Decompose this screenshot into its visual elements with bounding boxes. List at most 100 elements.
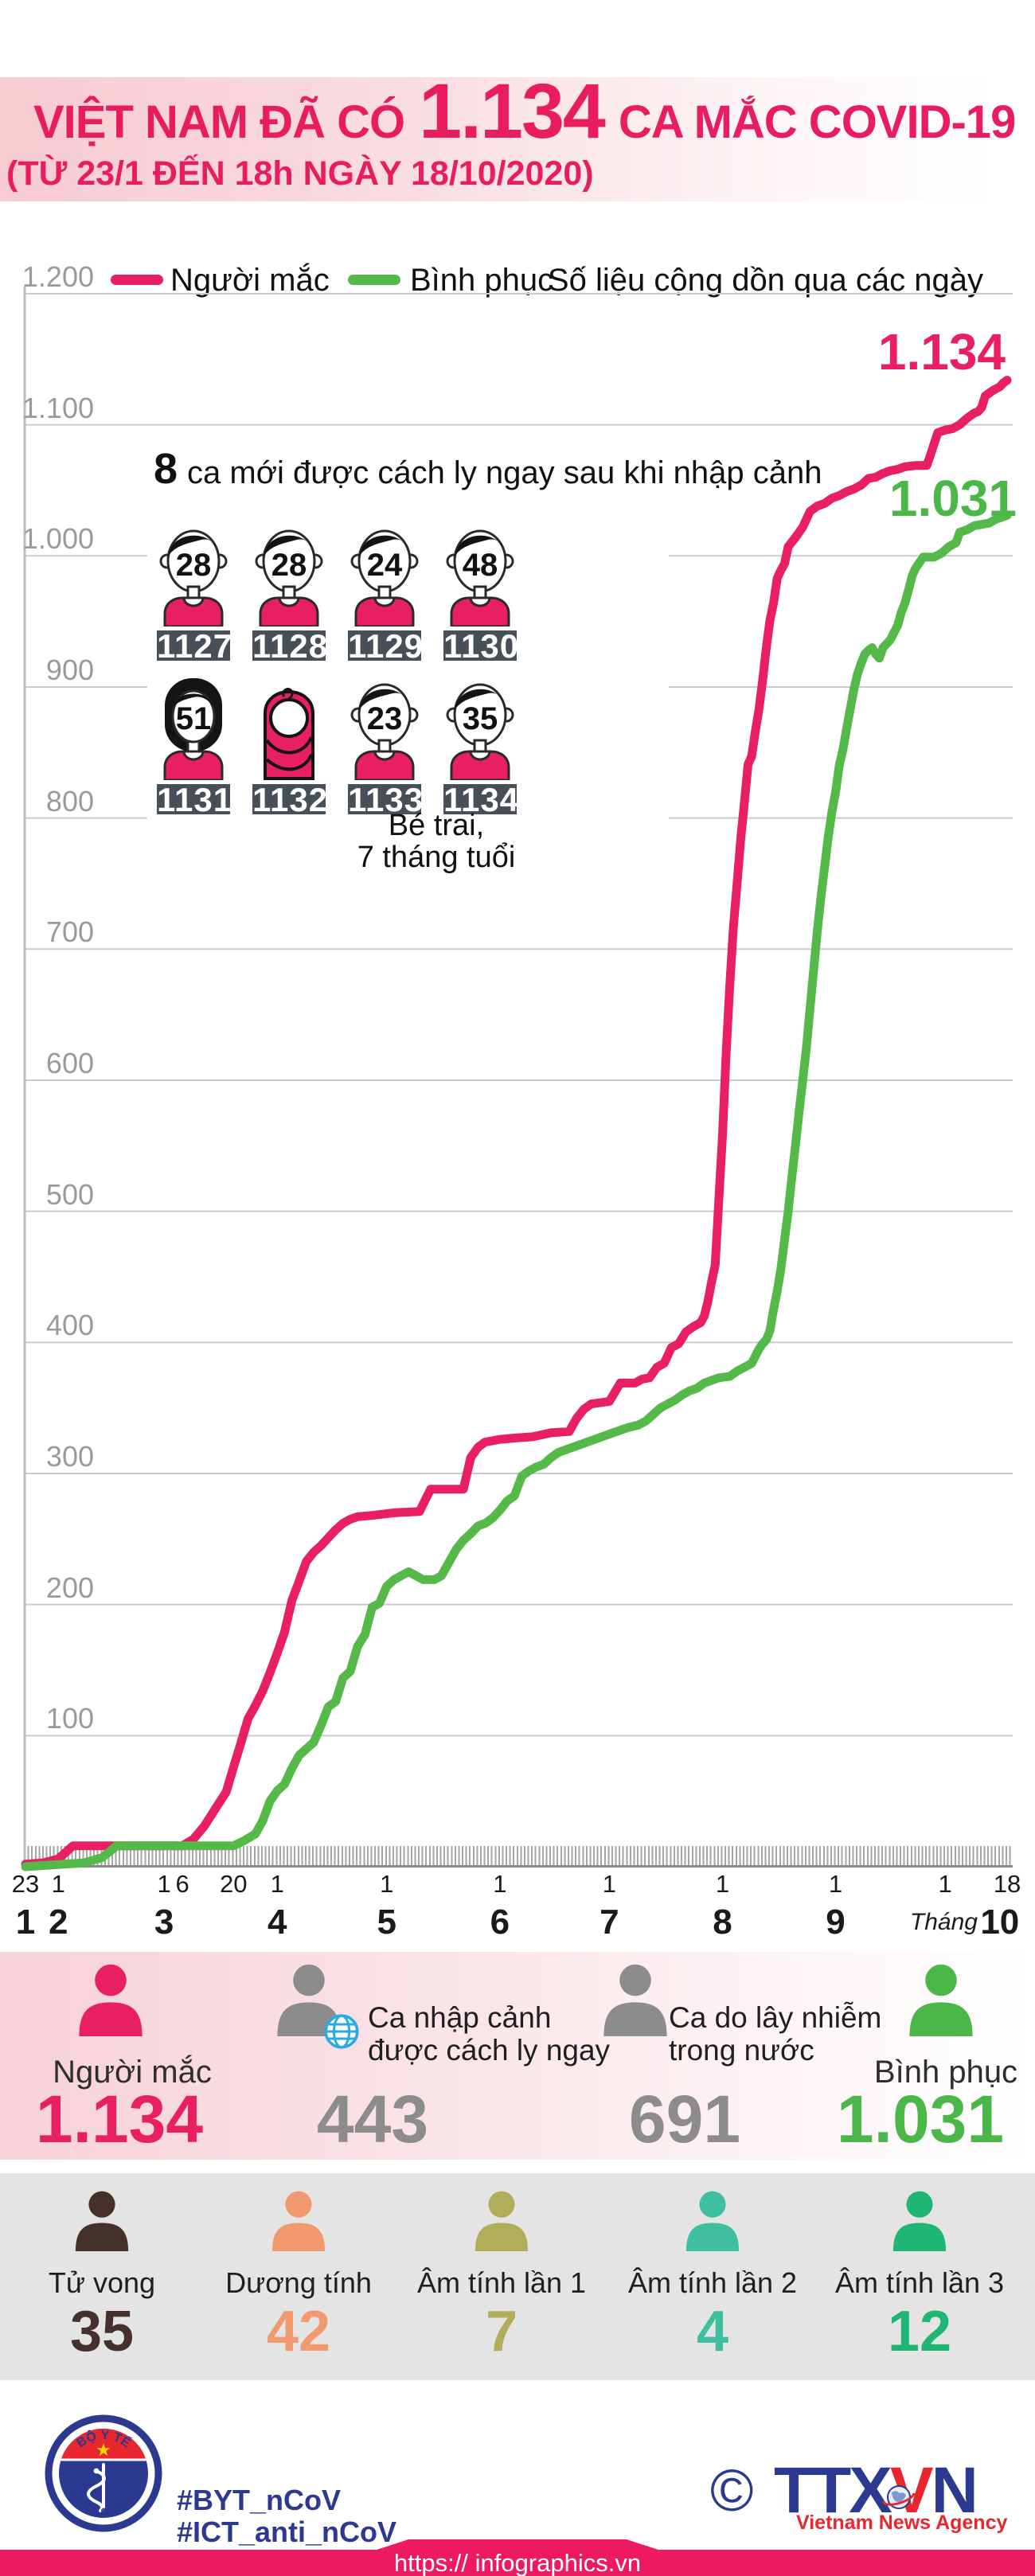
secondary-stat-label: Tử vong: [48, 2266, 156, 2299]
primary-stat-icon: [76, 1964, 146, 2040]
person-icon: [271, 2191, 326, 2251]
x-day-label: 1: [715, 1870, 730, 1898]
y-tick-label: 1.100: [21, 391, 94, 424]
new-cases-annotation: 8 ca mới được cách ly ngay sau khi nhập …: [147, 443, 822, 876]
secondary-stat-label: Âm tính lần 2: [627, 2266, 798, 2299]
ttxvn-subtitle: Vietnam News Agency: [796, 2512, 1008, 2534]
bottom-bar: [0, 2550, 1035, 2576]
y-tick-label: 200: [45, 1571, 94, 1604]
ttxvn-logo: TTX V N: [774, 2453, 978, 2528]
hashtag-ict: #ICT_anti_nCoV: [177, 2516, 397, 2548]
x-day-label: 1: [380, 1870, 394, 1898]
y-tick-label: 500: [45, 1177, 94, 1211]
primary-stats-panel: Người mắc 1.134 Ca nhập cảnh được cách ly n…: [0, 1952, 1035, 2160]
x-month-label: 3: [154, 1903, 174, 1942]
x-month-label: 8: [713, 1903, 732, 1942]
svg-text:28: 28: [271, 548, 307, 583]
person-icon: [475, 2191, 529, 2251]
page-title: VIỆT NAM ĐÃ CÓ 1.134 CA MẮC COVID-19: [33, 67, 1016, 156]
x-day-label: 1: [51, 1870, 65, 1898]
x-day-label: 1: [602, 1870, 616, 1898]
secondary-stat-value: 4: [696, 2300, 729, 2363]
person-icon: [277, 1964, 341, 2036]
legend-note: Số liệu cộng dồn qua các ngày: [547, 263, 983, 298]
person-icon: [75, 2191, 129, 2251]
secondary-stat-icon: [890, 2191, 949, 2255]
case-number-plate: 1134: [443, 781, 520, 818]
series-end-label-recovered: 1.031: [889, 470, 1017, 527]
case-number-plate: 1127: [157, 627, 233, 665]
primary-stat-label-line1: Ca nhập cảnh: [368, 2001, 552, 2034]
annotation-count: 8: [154, 445, 178, 493]
baby-caption-line1: Bé trai,: [388, 809, 485, 842]
secondary-stat-label: Âm tính lần 1: [416, 2266, 587, 2299]
primary-stat-label: Bình phục: [873, 2055, 1018, 2090]
case-avatar: 1132: [252, 667, 329, 818]
secondary-stat-label: Âm tính lần 3: [834, 2266, 1005, 2299]
x-month-label: 6: [490, 1903, 510, 1942]
male-avatar-icon: 23: [350, 683, 419, 782]
svg-text:28: 28: [176, 548, 212, 583]
x-day-label: 1: [157, 1870, 171, 1898]
x-day-label: 6: [175, 1870, 189, 1898]
primary-stat-value: 1.134: [35, 2082, 204, 2156]
baby-avatar-icon: [264, 688, 314, 780]
star-icon: ★: [96, 2440, 111, 2460]
case-avatar: 35 1134: [443, 667, 520, 818]
series-end-label-infected: 1.134: [877, 323, 1006, 381]
page-subtitle: (TỪ 23/1 ĐẾN 18h NGÀY 18/10/2020): [6, 154, 594, 193]
x-month-label: 2: [49, 1903, 68, 1942]
ttxvn-ttx: TTX: [774, 2454, 892, 2527]
case-number-plate: 1133: [348, 781, 424, 818]
header-strip: [0, 77, 1035, 201]
title-suffix: CA MẮC COVID-19: [618, 96, 1016, 148]
y-tick-label: 700: [45, 915, 94, 949]
x-day-label: 23: [11, 1870, 40, 1898]
case-avatar: 51 1131: [157, 667, 233, 818]
copyright-icon: ©: [710, 2457, 754, 2523]
primary-stat-value: 443: [316, 2082, 429, 2156]
primary-stat-icon: [906, 1964, 976, 2040]
case-avatar: 24 1129: [348, 513, 424, 665]
case-avatar: 28 1128: [252, 513, 329, 665]
secondary-stat-icon: [472, 2191, 531, 2255]
primary-stat-icon: [274, 1964, 344, 2040]
person-icon: [892, 2191, 947, 2251]
secondary-stat-icon: [269, 2191, 328, 2255]
x-day-label: 18: [993, 1870, 1021, 1898]
person-icon: [603, 1964, 667, 2036]
primary-stat-label-line1: Ca do lây nhiễm: [669, 2001, 882, 2034]
svg-text:51: 51: [176, 701, 212, 736]
primary-stat-label-line2: trong nước: [669, 2034, 814, 2067]
svg-text:24: 24: [367, 548, 403, 583]
case-number-plate: 1128: [252, 627, 329, 665]
annotation-text: ca mới được cách ly ngay sau khi nhập cả…: [187, 455, 822, 490]
secondary-stat-icon: [72, 2191, 131, 2255]
case-avatar: 48 1130: [443, 513, 518, 663]
secondary-stat-value: 7: [485, 2300, 518, 2363]
male-avatar-icon: 28: [255, 529, 323, 628]
ttxvn-globe-icon: [882, 2485, 916, 2509]
x-axis-day-tick-band: [24, 1846, 1013, 1868]
x-day-label: 1: [270, 1870, 284, 1898]
svg-text:48: 48: [463, 548, 498, 583]
case-number-plate: 1132: [252, 781, 329, 818]
legend-label-infected: Người mắc: [170, 263, 330, 298]
case-number-plate: 1129: [348, 627, 424, 665]
globe-icon: [324, 2014, 359, 2049]
y-tick-label: 300: [45, 1439, 94, 1473]
y-tick-label: 900: [45, 653, 94, 686]
title-number: 1.134: [419, 68, 606, 154]
male-avatar-icon: 28: [159, 529, 228, 628]
globe-icon-wrap: [322, 2012, 361, 2055]
annotation-heading: 8 ca mới được cách ly ngay sau khi nhập …: [154, 444, 822, 494]
ttxvn-n: N: [931, 2454, 978, 2527]
legend-label-recovered: Bình phục: [410, 263, 554, 298]
y-tick-label: 1.200: [21, 260, 94, 293]
ministry-of-health-logo: ★ BỘ Y TẾ MINISTRY OF HEALTH: [45, 2414, 162, 2532]
case-number-plate: 1131: [157, 781, 233, 818]
legend-dash-recovered: [348, 275, 400, 285]
person-icon: [685, 2191, 740, 2251]
male-avatar-icon: 24: [350, 529, 419, 628]
